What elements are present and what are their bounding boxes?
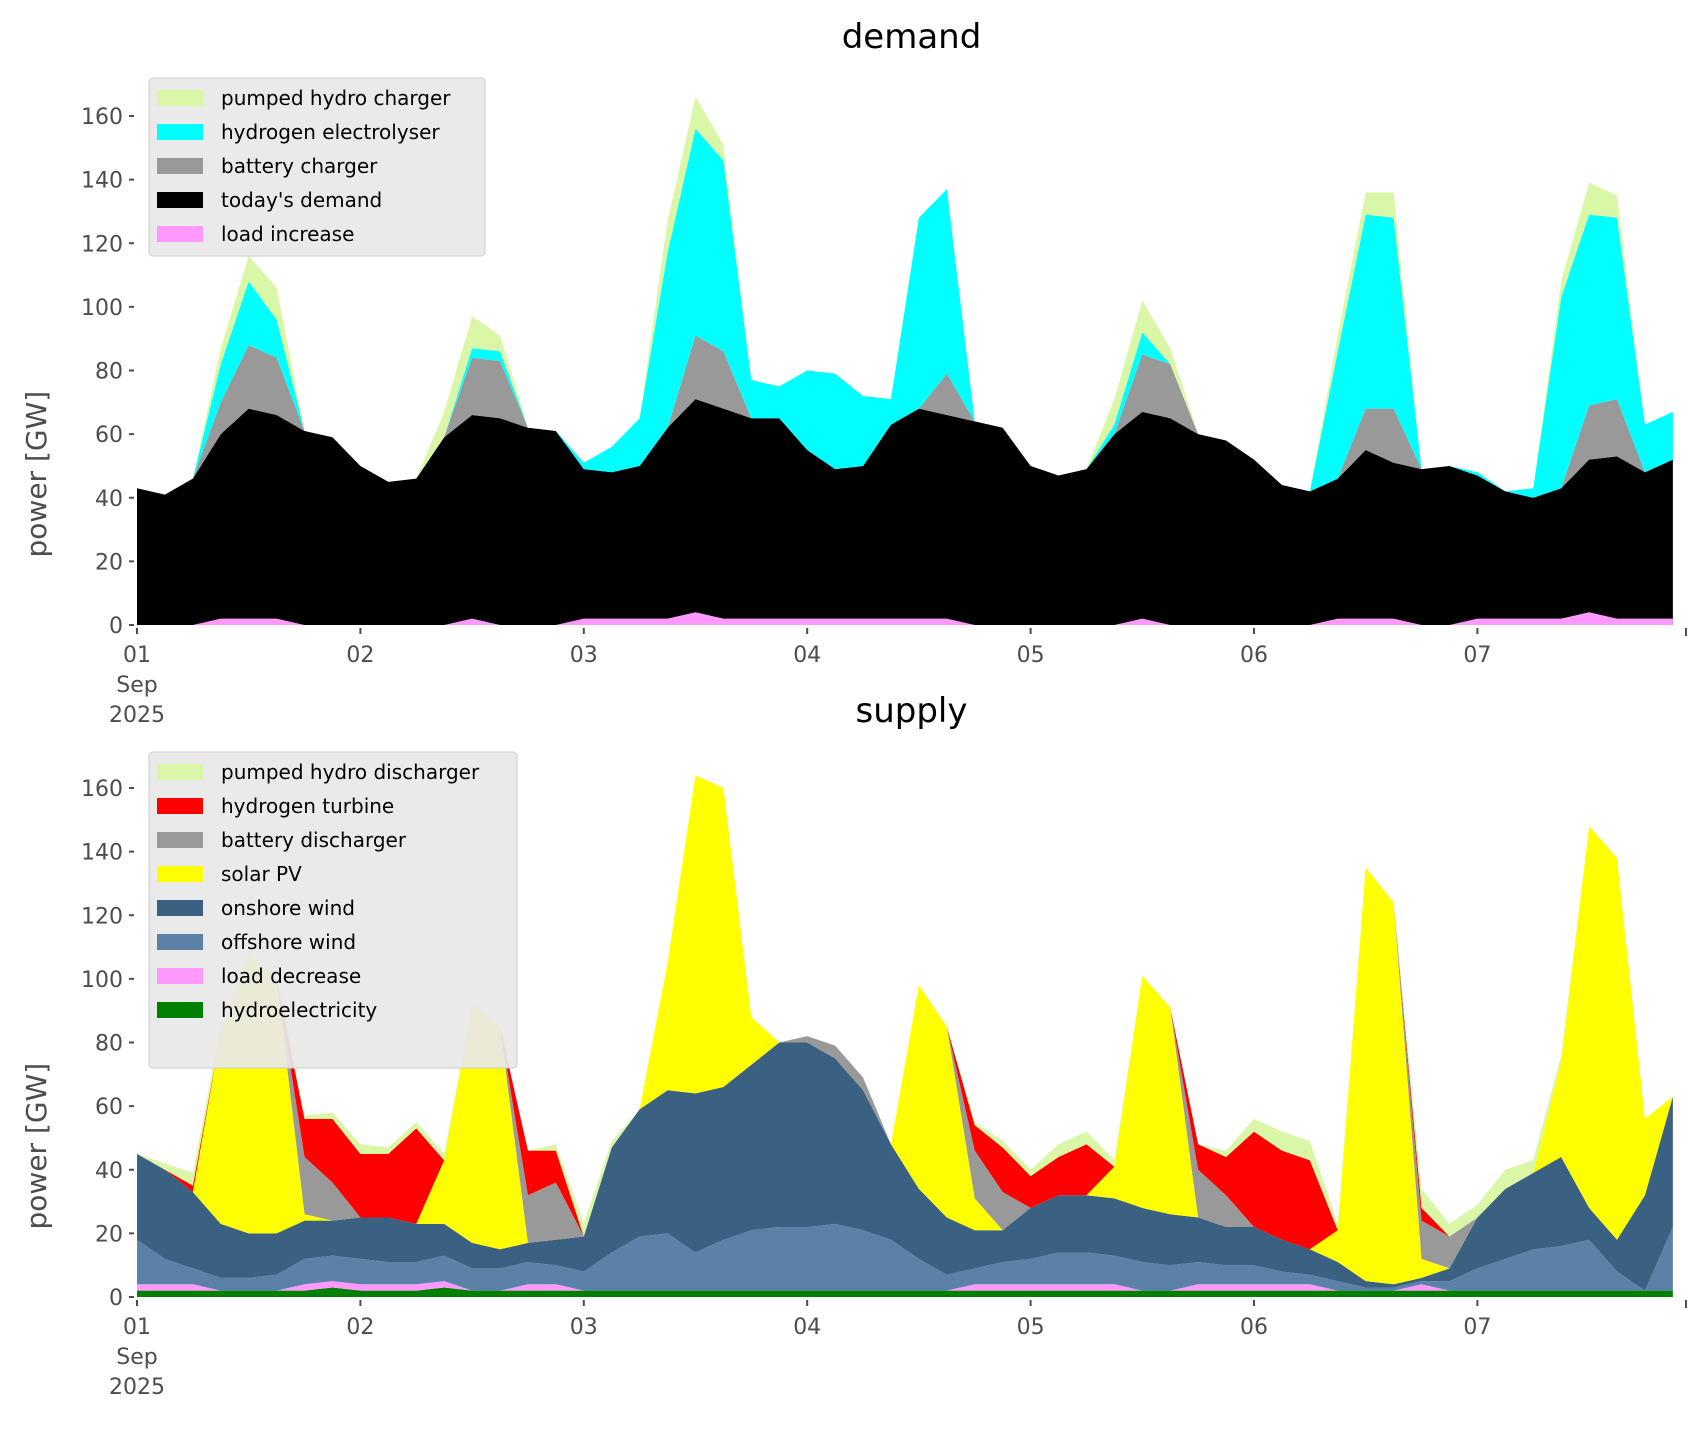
y-tick-label: 60 [95, 1095, 123, 1120]
legend-swatch [157, 900, 203, 916]
area-offshore-wind [137, 1223, 1673, 1291]
x-tick-label: 01 [123, 643, 151, 668]
legend-swatch [157, 158, 203, 174]
area-load-increase [137, 612, 1673, 625]
legend-swatch [157, 866, 203, 882]
y-tick-label: 140 [81, 841, 123, 866]
legend-label: pumped hydro discharger [221, 760, 480, 784]
x-tick-label: Sep [116, 673, 157, 698]
y-axis-label: power [GW] [20, 1063, 53, 1230]
legend-swatch [157, 934, 203, 950]
legend-label: load increase [221, 222, 354, 246]
area-solar-pv [137, 775, 1673, 1285]
legend-label: hydrogen electrolyser [221, 120, 440, 144]
x-tick-label: 07 [1463, 1315, 1491, 1340]
y-tick-label: 80 [95, 360, 123, 385]
legend-swatch [157, 832, 203, 848]
legend-box [148, 751, 518, 1069]
y-tick-label: 0 [109, 614, 123, 639]
x-tick-label: Sep [116, 1345, 157, 1370]
x-tick-label: 04 [793, 1315, 821, 1340]
y-tick-label: 160 [81, 105, 123, 130]
x-tick-label: 06 [1240, 1315, 1268, 1340]
y-tick-label: 100 [81, 968, 123, 993]
area-battery-charger [137, 335, 1673, 498]
legend-label: solar PV [221, 862, 302, 886]
area-hydrogen-turbine [137, 775, 1673, 1250]
x-tick-label: 07 [1463, 643, 1491, 668]
legend-label: pumped hydro charger [221, 86, 451, 110]
y-tick-label: 40 [95, 487, 123, 512]
chart-title-demand: demand [842, 17, 982, 57]
chart-title-supply: supply [856, 691, 968, 731]
area-load-decrease [137, 1281, 1673, 1291]
x-tick-label: 05 [1017, 643, 1045, 668]
legend-swatch [157, 124, 203, 140]
legend-label: hydroelectricity [221, 998, 377, 1022]
legend-label: today's demand [221, 188, 382, 212]
y-tick-label: 20 [95, 1222, 123, 1247]
area-hydrogen-electrolyser [137, 128, 1673, 498]
legend-box [148, 77, 486, 257]
legend-label: offshore wind [221, 930, 356, 954]
legend-swatch [157, 226, 203, 242]
area-onshore-wind [137, 1042, 1673, 1291]
area-hydroelectricity [137, 1287, 1673, 1297]
x-tick-label: 03 [570, 643, 598, 668]
y-tick-label: 0 [109, 1286, 123, 1311]
x-tick-label: 03 [570, 1315, 598, 1340]
legend-label: load decrease [221, 964, 361, 988]
x-tick-label: 06 [1240, 643, 1268, 668]
legend-label: battery discharger [221, 828, 407, 852]
y-tick-label: 20 [95, 550, 123, 575]
area-today-s-demand [137, 399, 1673, 625]
legend-swatch [157, 798, 203, 814]
y-tick-label: 140 [81, 169, 123, 194]
y-tick-label: 80 [95, 1032, 123, 1057]
y-tick-label: 120 [81, 904, 123, 929]
y-axis-label: power [GW] [20, 391, 53, 558]
y-tick-label: 160 [81, 777, 123, 802]
legend-swatch [157, 1002, 203, 1018]
legend-label: battery charger [221, 154, 378, 178]
x-tick-label: 2025 [109, 1375, 165, 1400]
x-tick-label: 05 [1017, 1315, 1045, 1340]
legend-swatch [157, 764, 203, 780]
y-tick-label: 40 [95, 1159, 123, 1184]
legend-swatch [157, 192, 203, 208]
x-tick-label: 2025 [109, 703, 165, 728]
x-tick-label: 02 [346, 643, 374, 668]
x-tick-label: 04 [793, 643, 821, 668]
y-tick-label: 120 [81, 232, 123, 257]
legend-swatch [157, 968, 203, 984]
y-tick-label: 60 [95, 423, 123, 448]
x-tick-label: 01 [123, 1315, 151, 1340]
legend-label: hydrogen turbine [221, 794, 394, 818]
legend-swatch [157, 90, 203, 106]
x-tick-label: 02 [346, 1315, 374, 1340]
legend-label: onshore wind [221, 896, 355, 920]
y-tick-label: 100 [81, 296, 123, 321]
